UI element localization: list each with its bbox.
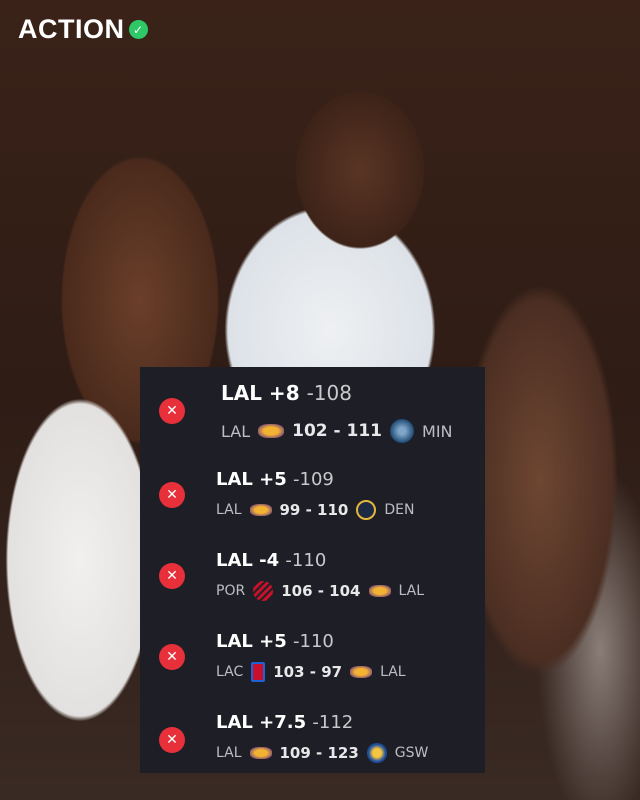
spread: LAL +8 (221, 381, 300, 405)
lakers-logo-icon (249, 747, 272, 759)
away-team: POR (216, 583, 246, 599)
x-circle-icon: ✕ (159, 727, 185, 753)
home-team: LAL (380, 664, 406, 680)
odds: -110 (293, 631, 334, 652)
score: 103 - 97 (273, 663, 343, 681)
game-result: LAL 99 - 110 DEN (216, 500, 414, 520)
bet-line: LAL -4 -110 (216, 550, 326, 571)
trail-blazers-logo-icon (253, 581, 274, 601)
spread: LAL -4 (216, 550, 280, 571)
spread: LAL +5 (216, 631, 287, 652)
check-circle-icon: ✓ (128, 20, 148, 39)
lakers-logo-icon (258, 424, 285, 438)
score: 106 - 104 (281, 582, 361, 600)
score: 102 - 111 (292, 421, 383, 441)
warriors-logo-icon (366, 743, 387, 763)
score: 99 - 110 (279, 501, 349, 519)
x-circle-icon: ✕ (159, 482, 185, 508)
away-team: LAL (221, 421, 251, 441)
odds: -112 (312, 712, 354, 733)
bet-results-card: ✕ LAL +8 -108 LAL 102 - 111 MIN ✕ LAL +5… (140, 367, 485, 773)
away-team: LAL (216, 502, 242, 518)
home-team: MIN (422, 421, 453, 441)
x-circle-icon: ✕ (159, 398, 185, 424)
game-result: LAC 103 - 97 LAL (216, 662, 406, 682)
brand-name: ACTION (18, 14, 125, 44)
away-team: LAL (216, 745, 242, 761)
game-result: LAL 109 - 123 GSW (216, 743, 428, 763)
bet-line: LAL +8 -108 (221, 381, 352, 405)
score: 109 - 123 (279, 744, 359, 762)
spread: LAL +7.5 (216, 712, 307, 733)
nuggets-logo-icon (356, 500, 377, 520)
odds: -109 (293, 469, 334, 490)
home-team: DEN (384, 502, 415, 518)
odds: -108 (306, 381, 352, 405)
home-team: GSW (394, 745, 429, 761)
bet-line: LAL +5 -109 (216, 469, 334, 490)
timberwolves-logo-icon (390, 419, 415, 443)
x-circle-icon: ✕ (159, 563, 185, 589)
action-logo: ACTION ✓ (18, 14, 148, 45)
x-circle-icon: ✕ (159, 644, 185, 670)
game-result: LAL 102 - 111 MIN (221, 419, 453, 443)
bet-line: LAL +5 -110 (216, 631, 334, 652)
lakers-logo-icon (350, 666, 373, 678)
lakers-logo-icon (368, 585, 391, 597)
odds: -110 (285, 550, 327, 571)
clippers-logo-icon (251, 662, 266, 682)
lakers-logo-icon (249, 504, 272, 516)
bet-line: LAL +7.5 -112 (216, 712, 353, 733)
spread: LAL +5 (216, 469, 287, 490)
home-team: LAL (398, 583, 425, 599)
away-team: LAC (216, 664, 244, 680)
game-result: POR 106 - 104 LAL (216, 581, 424, 601)
